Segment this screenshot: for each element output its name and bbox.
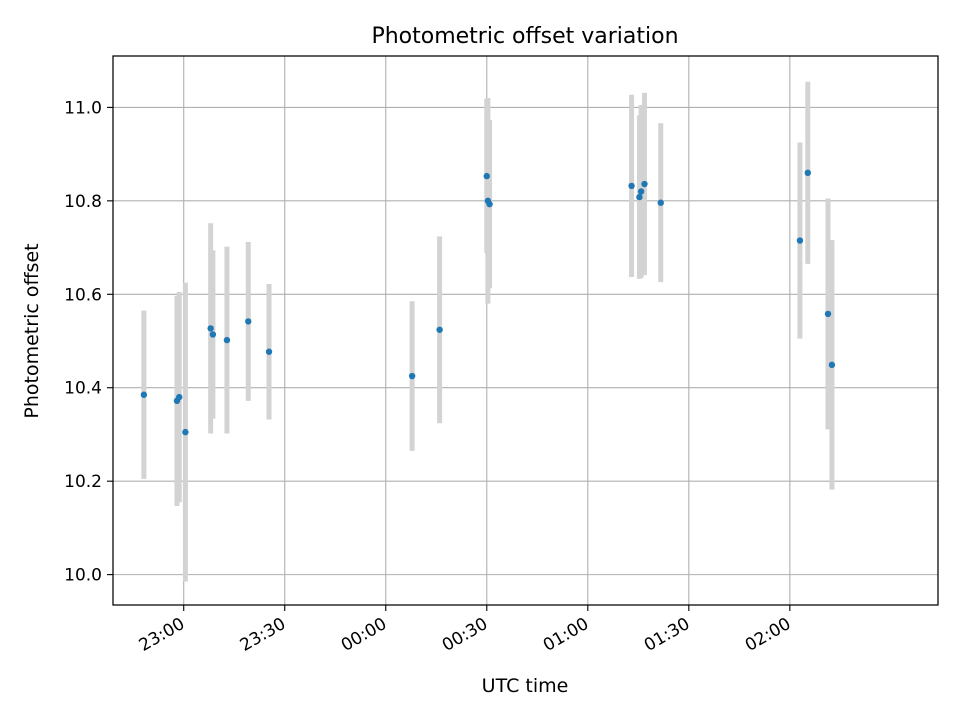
data-point [245,318,252,325]
x-tick-label: 01:30 [641,614,693,656]
y-tick-label: 10.0 [64,566,102,586]
x-tick-label: 23:00 [136,614,188,656]
data-point [641,180,648,188]
data-point [636,193,643,201]
grid [113,56,938,605]
data-point [176,393,183,401]
data-point [182,428,189,436]
data-point [209,331,217,338]
y-tick-label: 10.8 [64,192,102,212]
data-point [223,336,231,344]
y-tick-label: 10.2 [64,472,102,492]
x-tick-label: 00:30 [439,614,491,656]
data-points [140,169,836,436]
data-point [408,372,416,380]
plot-frame [112,55,939,606]
data-point [824,310,832,318]
y-axis-label: Photometric offset [21,243,43,418]
y-tick-label: 10.6 [64,285,102,305]
x-axis-ticks: 23:00 23:30 00:00 00:30 01:00 01:30 02:00 [136,605,794,656]
data-point [828,361,836,369]
x-axis-label: UTC time [482,675,569,697]
x-tick-label: 00:00 [338,614,390,656]
data-point [436,326,443,333]
x-tick-label: 02:00 [742,614,794,656]
y-tick-label: 11.0 [64,98,102,118]
data-point [637,188,645,195]
data-point [483,172,490,180]
data-point [796,237,804,244]
x-tick-label: 23:30 [237,614,289,656]
data-point [140,391,148,398]
x-tick-label: 01:00 [540,614,592,656]
error-bars [141,81,835,582]
data-point [207,325,214,332]
data-point [486,200,493,208]
data-point [804,169,811,177]
chart-title: Photometric offset variation [371,24,678,49]
data-point [657,199,664,206]
y-tick-label: 10.4 [64,379,102,399]
y-axis-ticks: 10.0 10.2 10.4 10.6 10.8 11.0 [64,98,113,586]
data-point [628,182,635,190]
data-point [265,348,273,355]
